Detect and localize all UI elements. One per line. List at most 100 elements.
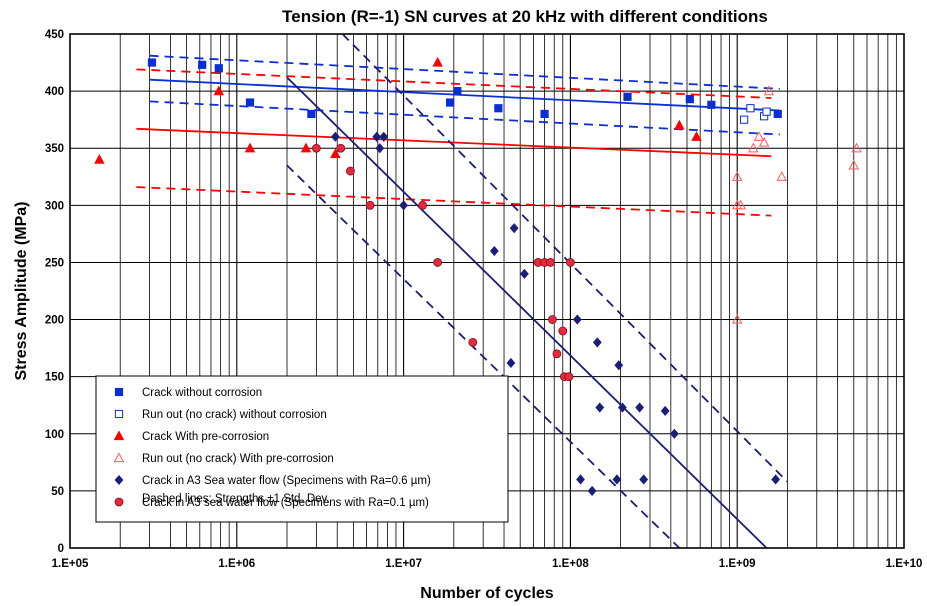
x-tick-label: 1.E+06 [218,558,255,570]
data-point [623,92,632,101]
legend: Crack without corrosion Run out (no crack… [95,375,509,523]
legend-marker [114,409,124,419]
data-point [639,474,649,485]
data-point [572,314,582,325]
data-point [635,402,645,413]
legend-entry-label: Crack With pre-corrosion [142,431,269,443]
data-point [773,109,782,119]
data-point [94,153,105,164]
data-point [612,474,622,485]
data-point [375,143,385,154]
legend-entry-label: Crack in A3 Sea water flow (Specimens wi… [142,475,431,487]
data-point [365,200,375,210]
std-dev-dashed-line [341,33,789,483]
std-dev-dashed-line [136,68,772,99]
data-point [771,474,781,485]
legend-entry-label: Crack in A3 sea water flow (Specimens wi… [142,497,429,509]
legend-marker [114,387,124,397]
chart-title: Tension (R=-1) SN curves at 20 kHz with … [282,7,768,26]
std-dev-dashed-line [149,54,780,90]
data-point [509,223,519,234]
data-point [776,171,787,181]
data-point [660,405,670,416]
legend-marker [113,430,125,441]
data-point [336,143,346,153]
data-point [540,109,549,119]
data-point [346,166,355,176]
data-point [740,115,749,124]
data-point [548,315,557,324]
data-point [300,142,312,153]
y-axis-label: Stress Amplitude (MPa) [13,202,30,381]
data-point [520,268,529,279]
data-point [691,131,702,141]
y-tick-label: 150 [45,372,64,384]
legend-box [95,375,509,523]
data-point [379,131,389,142]
data-points [94,56,862,496]
data-point [576,474,585,485]
data-point [669,428,679,439]
data-point [214,64,223,73]
data-point [848,159,860,170]
data-point [735,199,746,210]
data-point [399,200,408,211]
data-point [674,119,685,130]
y-tick-label: 200 [45,315,64,327]
data-point [198,60,207,69]
legend-note: Dashed lines: Strengths ±1 Std. Dev. [142,493,330,505]
y-tick-label: 300 [45,200,64,212]
data-point [685,95,694,104]
data-point [587,485,597,496]
x-axis-label: Number of cycles [420,585,553,602]
data-point [453,87,462,96]
x-tick-label: 1.E+10 [886,558,923,570]
data-point [506,357,516,369]
x-tick-label: 1.E+07 [385,558,422,570]
data-point [546,258,555,267]
data-point [468,337,478,347]
data-point [592,337,602,348]
data-point [595,402,605,413]
data-point [851,142,862,153]
data-point [731,171,743,181]
data-point [564,372,574,382]
data-point [566,258,575,267]
legend-marker [114,474,124,486]
data-point [748,142,759,153]
data-point [311,143,321,153]
data-point [707,100,716,109]
plot-border [69,33,905,549]
legend-entry-label: Run out (no crack) With pre-corrosion [142,453,334,465]
fit-line [149,78,780,112]
fit-line [286,76,768,549]
data-point [746,104,755,113]
x-tick-label: 1.E+09 [719,558,756,570]
data-point [330,131,340,142]
y-tick-label: 350 [45,143,64,155]
tick-labels: 1.E+05 1.E+06 1.E+07 1.E+08 1.E+09 1.E+10 0 50 1… [45,29,923,570]
data-point [245,98,255,107]
data-point [753,131,765,141]
data-point [731,313,743,324]
data-point [758,136,770,147]
data-point [494,104,503,113]
data-point [372,131,382,142]
std-dev-dashed-line [136,186,772,217]
fit-lines [136,33,789,549]
data-point [244,142,256,153]
x-tick-label: 1.E+08 [552,558,589,570]
data-point [762,107,771,116]
data-point [618,402,627,413]
data-point [433,258,443,267]
legend-marker [113,452,125,463]
data-point [489,245,499,257]
legend-entry-label: Run out (no crack) without corrosion [142,409,327,421]
data-point [614,360,624,371]
data-point [418,200,428,210]
y-tick-label: 50 [51,486,64,498]
fit-line [136,127,772,158]
data-point [147,58,157,67]
data-point [307,109,316,119]
